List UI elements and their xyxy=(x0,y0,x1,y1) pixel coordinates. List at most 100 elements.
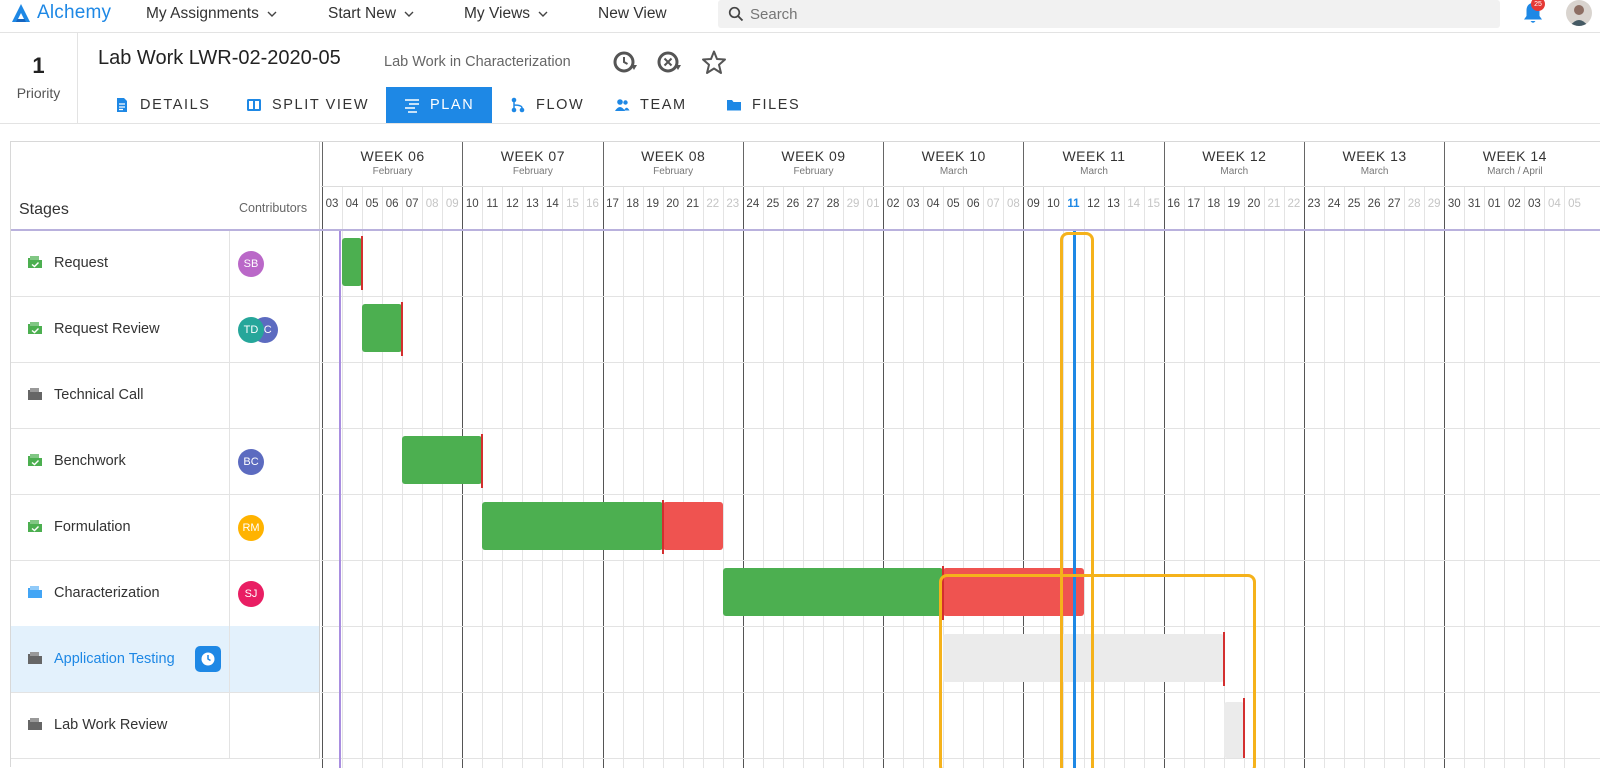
day-gridline xyxy=(582,186,584,768)
stage-name: Application Testing xyxy=(54,651,175,667)
stage-bar-done[interactable] xyxy=(482,502,663,550)
today-line xyxy=(1073,230,1077,768)
search-icon xyxy=(728,6,744,22)
day-gridline xyxy=(1524,186,1526,768)
deadline-marker xyxy=(361,236,364,290)
day-label: 18 xyxy=(1207,198,1221,210)
stage-name: Benchwork xyxy=(54,453,126,469)
contributor-avatar[interactable]: RM xyxy=(238,515,264,541)
stage-row[interactable]: Benchwork BC xyxy=(11,428,320,495)
gantt-timeline: WEEK 06 February WEEK 07 February WEEK 08 Feb… xyxy=(321,142,1600,768)
tab-flow[interactable]: FLOW xyxy=(502,87,598,123)
stage-bar-planned[interactable] xyxy=(943,634,1224,682)
day-label: 29 xyxy=(846,198,860,210)
nav-start-new[interactable]: Start New xyxy=(328,3,414,25)
day-label: 08 xyxy=(1006,198,1020,210)
row-gridline xyxy=(321,758,1600,759)
stage-row[interactable]: Lab Work Review xyxy=(11,692,320,759)
day-gridline xyxy=(342,186,344,768)
stage-bar-done[interactable] xyxy=(722,568,944,616)
page-subtitle: Lab Work in Characterization xyxy=(384,54,571,70)
stage-bar-done[interactable] xyxy=(342,238,363,286)
stage-row[interactable]: Technical Call xyxy=(11,362,320,429)
day-gridline xyxy=(742,186,744,768)
stage-timer-button[interactable] xyxy=(195,646,221,672)
stage-bar-done[interactable] xyxy=(362,304,403,352)
record-header: 1 Priority Lab Work LWR-02-2020-05 Lab W… xyxy=(0,32,1600,124)
nav-my-views[interactable]: My Views xyxy=(464,3,548,25)
day-label: 06 xyxy=(385,198,399,210)
user-avatar[interactable] xyxy=(1566,0,1592,26)
day-label: 04 xyxy=(345,198,359,210)
day-label: 22 xyxy=(1287,198,1301,210)
tab-team[interactable]: TEAM xyxy=(606,87,706,123)
week-month: March xyxy=(1220,166,1249,177)
contributor-avatar[interactable]: SJ xyxy=(238,581,264,607)
day-label: 15 xyxy=(1147,198,1161,210)
day-gridline xyxy=(1023,186,1025,768)
day-label: 21 xyxy=(686,198,700,210)
tab-plan[interactable]: PLAN xyxy=(386,87,492,123)
search-bar[interactable] xyxy=(718,0,1500,28)
day-label: 25 xyxy=(766,198,780,210)
day-gridline xyxy=(702,186,704,768)
day-label: 05 xyxy=(365,198,379,210)
stage-row[interactable]: Request SB xyxy=(11,230,320,297)
day-label: 07 xyxy=(405,198,419,210)
row-gridline xyxy=(321,626,1600,627)
day-label: 20 xyxy=(666,198,680,210)
nav-my-assignments[interactable]: My Assignments xyxy=(146,3,277,25)
day-gridline xyxy=(1063,186,1065,768)
day-label: 24 xyxy=(746,198,760,210)
day-gridline xyxy=(1344,186,1346,768)
week-header: WEEK 10 March xyxy=(883,142,1023,186)
stage-bar-late[interactable] xyxy=(662,502,723,550)
nav-new-view[interactable]: New View xyxy=(598,3,667,25)
day-gridline xyxy=(642,186,644,768)
week-name: WEEK 13 xyxy=(1342,148,1407,164)
tab-files[interactable]: FILES xyxy=(718,87,818,123)
star-icon[interactable] xyxy=(701,49,727,75)
stage-row[interactable]: Request Review TD JC xyxy=(11,296,320,363)
search-input[interactable] xyxy=(750,5,1450,23)
app-logo[interactable]: Alchemy xyxy=(10,1,111,25)
project-start-line xyxy=(339,230,342,768)
stage-status-icon xyxy=(28,652,42,664)
day-label: 06 xyxy=(966,198,980,210)
day-gridline xyxy=(1083,186,1085,768)
contributors-column-divider xyxy=(229,626,230,693)
contributor-avatar[interactable]: SB xyxy=(238,251,264,277)
stage-bar-planned[interactable] xyxy=(1223,702,1244,758)
tab-details[interactable]: DETAILS xyxy=(106,87,232,123)
day-label: 28 xyxy=(1407,198,1421,210)
contributor-avatar[interactable]: TD xyxy=(238,317,264,343)
day-label: 12 xyxy=(505,198,519,210)
folder-icon xyxy=(727,100,741,111)
day-label: 11 xyxy=(486,198,499,210)
clock-history-icon[interactable] xyxy=(612,49,638,75)
tab-split-view[interactable]: SPLIT VIEW xyxy=(238,87,386,123)
stage-status-icon xyxy=(28,256,42,268)
week-month: February xyxy=(653,166,694,177)
stage-row[interactable]: Characterization SJ xyxy=(11,560,320,627)
day-gridline xyxy=(1444,186,1446,768)
week-month: February xyxy=(512,166,553,177)
day-label: 17 xyxy=(1187,198,1201,210)
day-gridline xyxy=(562,186,564,768)
tab-flow-label: FLOW xyxy=(536,97,585,113)
day-label: 27 xyxy=(806,198,820,210)
clock-cancel-icon[interactable] xyxy=(656,49,682,75)
day-label: 14 xyxy=(546,198,559,210)
stage-row[interactable]: Formulation RM xyxy=(11,494,320,561)
week-name: WEEK 10 xyxy=(921,148,986,164)
contributor-avatar[interactable]: BC xyxy=(238,449,264,475)
day-label: 25 xyxy=(1347,198,1361,210)
week-name: WEEK 07 xyxy=(500,148,565,164)
week-header: WEEK 07 February xyxy=(462,142,602,186)
day-gridline xyxy=(1464,186,1466,768)
day-gridline xyxy=(1043,186,1045,768)
stage-bar-done[interactable] xyxy=(402,436,483,484)
page-title: Lab Work LWR-02-2020-05 xyxy=(98,47,341,69)
stage-row[interactable]: Application Testing xyxy=(11,626,320,693)
stage-status-icon xyxy=(28,388,42,400)
